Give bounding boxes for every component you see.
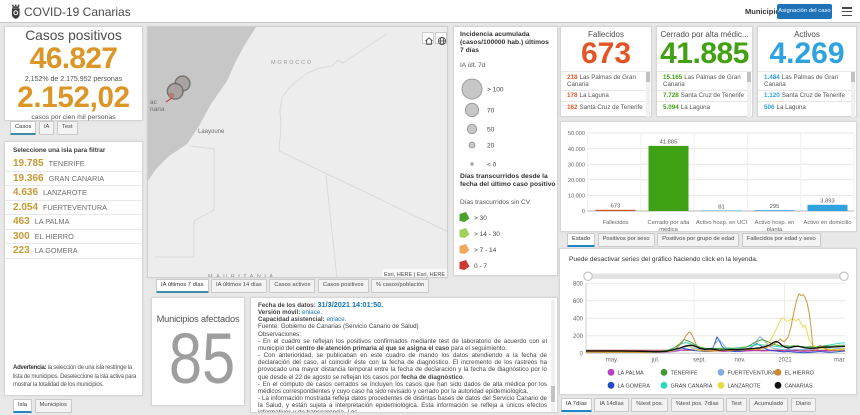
svg-text:200: 200 bbox=[573, 334, 584, 340]
svg-text:MAURITANIA: MAURITANIA bbox=[208, 274, 277, 278]
svg-text:30.000: 30.000 bbox=[568, 162, 585, 168]
svg-text:médica: médica bbox=[659, 227, 678, 231]
svg-text:mar.: mar. bbox=[834, 358, 846, 364]
svg-text:LANZAROTE: LANZAROTE bbox=[728, 384, 761, 390]
svg-text:may.: may. bbox=[606, 358, 619, 364]
svg-text:> 14 - 30: > 14 - 30 bbox=[474, 231, 500, 238]
svg-text:LA GOMERA: LA GOMERA bbox=[618, 384, 651, 390]
svg-text:3.893: 3.893 bbox=[820, 199, 835, 205]
svg-text:Esri, HERE | Esri, HERE: Esri, HERE | Esri, HERE bbox=[384, 272, 445, 278]
svg-text:Cerrado por alta: Cerrado por alta bbox=[648, 220, 691, 226]
svg-text:LA PALMA: LA PALMA bbox=[618, 371, 645, 377]
svg-text:EL HIERRO: EL HIERRO bbox=[785, 371, 815, 377]
svg-text:Fallecidos: Fallecidos bbox=[602, 220, 628, 226]
svg-text:0: 0 bbox=[582, 209, 585, 215]
svg-text:0: 0 bbox=[580, 351, 584, 357]
svg-text:295: 295 bbox=[770, 204, 780, 210]
svg-text:50.000: 50.000 bbox=[568, 131, 585, 137]
svg-text:> 100: > 100 bbox=[487, 87, 504, 94]
svg-text:0 - 7: 0 - 7 bbox=[474, 263, 487, 270]
svg-text:20.000: 20.000 bbox=[568, 178, 585, 184]
svg-text:< 0: < 0 bbox=[487, 162, 497, 169]
svg-text:> 30: > 30 bbox=[474, 215, 487, 222]
svg-text:400: 400 bbox=[573, 316, 584, 322]
svg-text:sept.: sept. bbox=[693, 358, 706, 364]
svg-text:673: 673 bbox=[611, 204, 621, 210]
svg-text:Laayoune: Laayoune bbox=[198, 129, 225, 135]
svg-text:70: 70 bbox=[487, 108, 495, 115]
svg-text:TENERIFE: TENERIFE bbox=[671, 371, 699, 377]
svg-text:MOROCCO: MOROCCO bbox=[271, 60, 313, 66]
svg-text:800: 800 bbox=[573, 281, 584, 287]
svg-text:GRAN CANARIA: GRAN CANARIA bbox=[671, 384, 713, 390]
svg-text:Activo hosp. en: Activo hosp. en bbox=[755, 220, 795, 226]
svg-text:FUERTEVENTURA: FUERTEVENTURA bbox=[728, 371, 777, 377]
svg-text:Activo hosp. en UCI: Activo hosp. en UCI bbox=[696, 220, 748, 226]
svg-text:Activo en domicilio: Activo en domicilio bbox=[803, 220, 851, 226]
svg-text:40.000: 40.000 bbox=[568, 147, 585, 153]
svg-text:naria: naria bbox=[150, 106, 165, 113]
svg-text:2021: 2021 bbox=[778, 358, 792, 364]
svg-text:jul.: jul. bbox=[651, 358, 660, 364]
svg-text:CANARIAS: CANARIAS bbox=[785, 384, 813, 390]
svg-text:20: 20 bbox=[487, 143, 495, 150]
svg-text:nov.: nov. bbox=[735, 358, 746, 364]
svg-text:50: 50 bbox=[487, 127, 495, 134]
svg-text:> 7 - 14: > 7 - 14 bbox=[474, 247, 497, 254]
svg-text:41.885: 41.885 bbox=[660, 140, 678, 146]
svg-text:81: 81 bbox=[718, 204, 724, 210]
svg-text:10.000: 10.000 bbox=[568, 194, 585, 200]
svg-text:ac: ac bbox=[150, 99, 158, 106]
svg-text:planta: planta bbox=[767, 227, 784, 231]
svg-text:600: 600 bbox=[573, 299, 584, 305]
